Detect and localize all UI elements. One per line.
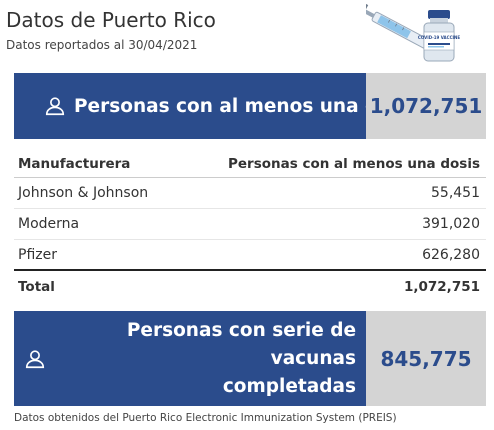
complete-series-label-line2: completadas: [222, 375, 356, 397]
manufacturer-table: Manufacturera Personas con al menos una …: [14, 150, 486, 303]
table-header-row: Manufacturera Personas con al menos una …: [14, 150, 486, 178]
first-dose-summary: Personas con al menos una dosis 1,072,75…: [14, 73, 486, 139]
table-row: Moderna 391,020: [14, 209, 486, 240]
table-row: Johnson & Johnson 55,451: [14, 178, 486, 209]
complete-series-label: Personas con serie de vacunas completada…: [46, 317, 366, 401]
manufacturer-name: Moderna: [18, 216, 80, 232]
complete-series-summary: Personas con serie de vacunas completada…: [14, 311, 486, 406]
page-title: Datos de Puerto Rico: [6, 8, 216, 32]
column-header-manufacturer: Manufacturera: [18, 155, 131, 172]
manufacturer-name: Johnson & Johnson: [18, 185, 149, 201]
dose-count: 626,280: [422, 246, 480, 263]
person-outline-icon: [45, 97, 65, 116]
complete-series-label-line1: Personas con serie de vacunas: [126, 319, 356, 369]
table-row: Pfizer 626,280: [14, 240, 486, 271]
total-label: Total: [18, 279, 55, 295]
manufacturer-name: Pfizer: [18, 246, 57, 263]
complete-series-label-panel: Personas con serie de vacunas completada…: [14, 311, 366, 406]
dose-count: 391,020: [422, 216, 480, 232]
dose-count: 55,451: [431, 185, 480, 201]
person-outline-icon: [25, 349, 45, 368]
first-dose-label: Personas con al menos una dosis: [74, 95, 420, 117]
complete-series-value: 845,775: [366, 311, 486, 406]
first-dose-label-panel: Personas con al menos una dosis: [14, 73, 419, 139]
first-dose-value: 1,072,751: [366, 73, 486, 139]
column-header-first-dose: Personas con al menos una dosis: [227, 155, 480, 172]
vaccine-illustration-icon: COVID-19 VACCINE: [366, 3, 460, 62]
svg-text:COVID-19 VACCINE: COVID-19 VACCINE: [418, 35, 460, 40]
report-date: Datos reportados al 30/04/2021: [6, 38, 198, 52]
page-header: Datos de Puerto Rico Datos reportados al…: [0, 0, 494, 64]
total-value: 1,072,751: [403, 279, 480, 295]
table-total-row: Total 1,072,751: [14, 271, 486, 303]
source-footnote: Datos obtenidos del Puerto Rico Electron…: [14, 412, 397, 424]
